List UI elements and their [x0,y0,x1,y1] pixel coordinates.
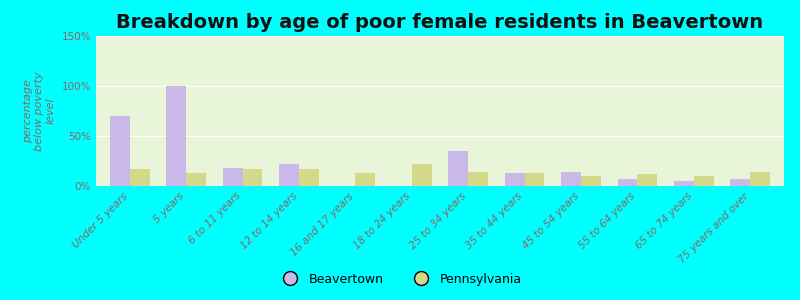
Bar [449,151,468,186]
Bar [412,164,431,186]
Bar [505,173,525,186]
Bar [299,169,318,186]
Bar [223,168,242,186]
Bar [279,164,299,186]
Bar [166,86,186,186]
Title: Breakdown by age of poor female residents in Beavertown: Breakdown by age of poor female resident… [117,13,763,32]
Bar [242,169,262,186]
Bar [694,176,714,186]
Bar [581,176,601,186]
Bar [130,169,150,186]
Bar [750,172,770,186]
Bar [186,173,206,186]
Bar [110,116,130,186]
Legend: Beavertown, Pennsylvania: Beavertown, Pennsylvania [273,268,527,291]
Bar [468,172,488,186]
Bar [638,174,657,186]
Bar [355,173,375,186]
Bar [562,172,581,186]
Bar [730,179,750,186]
Bar [674,181,694,186]
Bar [525,173,544,186]
Y-axis label: percentage
below poverty
level: percentage below poverty level [22,71,56,151]
Bar [618,179,638,186]
